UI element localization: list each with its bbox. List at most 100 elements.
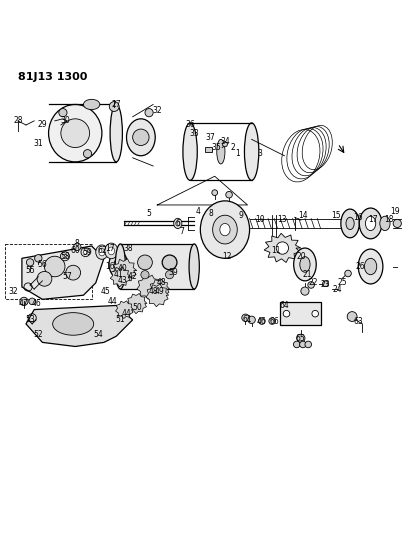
Text: 6: 6 — [176, 219, 180, 228]
Circle shape — [305, 341, 311, 348]
Text: 27: 27 — [112, 100, 121, 109]
Ellipse shape — [213, 215, 237, 244]
Circle shape — [138, 255, 152, 270]
Ellipse shape — [126, 119, 155, 156]
Circle shape — [59, 109, 67, 117]
Text: 10: 10 — [255, 215, 265, 224]
Circle shape — [294, 341, 300, 348]
Text: 12: 12 — [222, 252, 232, 261]
Text: 47: 47 — [19, 299, 29, 308]
Text: 65: 65 — [296, 334, 306, 343]
Text: 55: 55 — [25, 266, 35, 275]
Circle shape — [269, 318, 275, 325]
Polygon shape — [26, 305, 133, 346]
Text: 81J13 1300: 81J13 1300 — [18, 71, 87, 82]
Text: 58: 58 — [60, 252, 70, 261]
Ellipse shape — [294, 248, 316, 281]
Ellipse shape — [174, 219, 182, 229]
Text: 1: 1 — [235, 149, 240, 158]
Text: 2: 2 — [231, 143, 235, 152]
Text: 66: 66 — [269, 317, 279, 326]
Text: 36: 36 — [185, 120, 195, 130]
Circle shape — [312, 310, 318, 317]
Text: 16: 16 — [105, 262, 115, 271]
Circle shape — [212, 190, 218, 196]
Text: 15: 15 — [331, 211, 341, 220]
Text: 43: 43 — [118, 276, 127, 285]
Circle shape — [248, 316, 255, 324]
Ellipse shape — [217, 139, 225, 164]
Ellipse shape — [63, 254, 67, 259]
Text: 37: 37 — [206, 133, 216, 142]
Text: 38: 38 — [124, 244, 133, 253]
Polygon shape — [112, 259, 137, 283]
Text: 61: 61 — [243, 316, 252, 324]
Text: 11: 11 — [271, 246, 281, 255]
Text: 19: 19 — [390, 207, 400, 216]
Text: 23: 23 — [320, 280, 330, 289]
Ellipse shape — [109, 251, 128, 278]
Circle shape — [35, 255, 42, 262]
Ellipse shape — [110, 104, 122, 162]
Polygon shape — [127, 294, 147, 313]
Circle shape — [230, 220, 244, 235]
Polygon shape — [22, 246, 104, 300]
Text: 46: 46 — [257, 317, 267, 326]
Text: 56: 56 — [38, 260, 47, 269]
Ellipse shape — [358, 249, 383, 284]
Circle shape — [26, 259, 34, 266]
Polygon shape — [120, 244, 194, 289]
Circle shape — [276, 242, 289, 254]
FancyBboxPatch shape — [280, 302, 321, 325]
Ellipse shape — [189, 244, 199, 289]
Ellipse shape — [300, 257, 310, 272]
Circle shape — [45, 256, 65, 277]
Text: 48: 48 — [148, 287, 158, 296]
Ellipse shape — [61, 119, 90, 148]
Ellipse shape — [359, 208, 382, 239]
Ellipse shape — [366, 216, 376, 231]
Text: 24: 24 — [333, 285, 343, 294]
Polygon shape — [137, 275, 161, 299]
Ellipse shape — [53, 313, 94, 335]
Ellipse shape — [83, 250, 88, 254]
Circle shape — [347, 312, 357, 321]
Polygon shape — [146, 284, 169, 306]
Ellipse shape — [114, 259, 122, 271]
Ellipse shape — [220, 223, 230, 236]
Ellipse shape — [115, 244, 126, 289]
Text: 63: 63 — [354, 317, 363, 326]
Ellipse shape — [108, 247, 115, 255]
Text: 48: 48 — [157, 278, 166, 287]
Circle shape — [299, 341, 306, 348]
Circle shape — [66, 265, 81, 280]
Text: 31: 31 — [33, 139, 43, 148]
Text: 28: 28 — [13, 116, 23, 125]
Text: 17: 17 — [105, 244, 115, 253]
Ellipse shape — [49, 104, 102, 162]
Text: 34: 34 — [220, 137, 230, 146]
Circle shape — [242, 314, 249, 321]
Text: 57: 57 — [62, 272, 72, 281]
Text: 8: 8 — [208, 209, 213, 217]
Ellipse shape — [380, 216, 390, 231]
Text: 32: 32 — [9, 287, 19, 296]
Ellipse shape — [200, 201, 249, 259]
Circle shape — [308, 281, 314, 288]
Circle shape — [345, 270, 351, 277]
Text: 50: 50 — [132, 303, 142, 312]
Ellipse shape — [244, 123, 259, 180]
Text: 22: 22 — [309, 278, 318, 287]
Ellipse shape — [60, 252, 69, 261]
Text: 39: 39 — [169, 268, 178, 277]
Text: 16: 16 — [354, 213, 363, 222]
Text: 13: 13 — [278, 215, 287, 224]
Text: 41: 41 — [114, 270, 123, 279]
Polygon shape — [110, 267, 131, 287]
Text: 29: 29 — [38, 120, 47, 130]
Ellipse shape — [105, 243, 118, 259]
Text: 64: 64 — [280, 301, 290, 310]
Text: 21: 21 — [302, 270, 312, 279]
Text: 9: 9 — [239, 211, 244, 220]
Text: 14: 14 — [298, 211, 308, 220]
